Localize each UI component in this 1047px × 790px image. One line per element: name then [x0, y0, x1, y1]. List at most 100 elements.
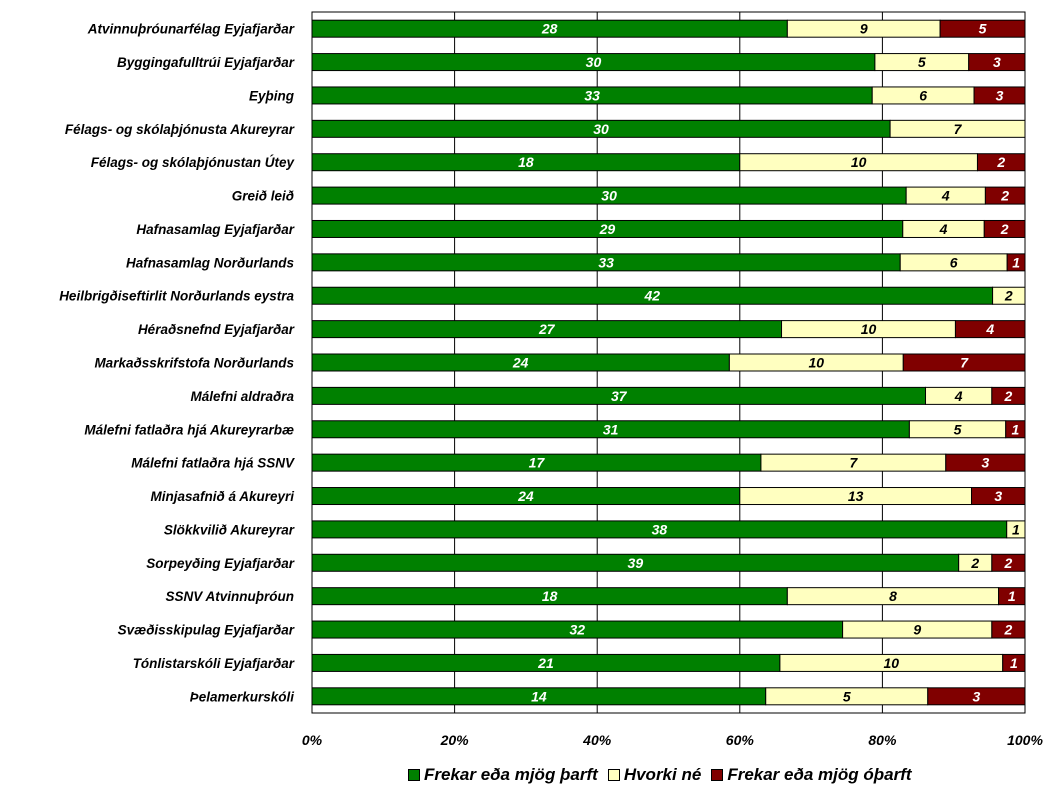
category-label: Héraðsnefnd Eyjafjarðar: [138, 322, 295, 337]
data-label: 5: [979, 21, 987, 37]
data-label: 1: [1010, 655, 1018, 671]
data-label: 4: [985, 321, 994, 337]
data-label: 37: [611, 388, 628, 404]
legend-item-1: Hvorki né: [607, 765, 701, 785]
category-label: Tónlistarskóli Eyjafjarðar: [133, 656, 295, 671]
category-label: Sorpeyðing Eyjafjarðar: [146, 556, 295, 571]
data-label: 5: [843, 688, 851, 704]
data-label: 4: [939, 221, 948, 237]
data-label: 2: [1004, 622, 1013, 638]
data-label: 2: [1000, 221, 1009, 237]
legend-label-2: Frekar eða mjög óþarft: [727, 765, 912, 784]
data-label: 31: [603, 421, 619, 437]
data-label: 17: [529, 455, 546, 471]
data-label: 3: [981, 455, 989, 471]
data-label: 39: [628, 555, 644, 571]
category-label: Slökkvilið Akureyrar: [164, 522, 295, 537]
category-label: Félags- og skólaþjónustan Útey: [91, 155, 296, 170]
data-label: 10: [884, 655, 900, 671]
category-label: Þelamerkurskóli: [190, 689, 295, 704]
category-label: Félags- og skólaþjónusta Akureyrar: [65, 122, 295, 137]
data-label: 27: [538, 321, 556, 337]
category-label: Byggingafulltrúi Eyjafjarðar: [117, 55, 295, 70]
data-label: 14: [531, 688, 547, 704]
data-label: 21: [537, 655, 554, 671]
legend-swatch-red: [711, 769, 724, 781]
data-label: 4: [954, 388, 963, 404]
data-label: 10: [809, 355, 825, 371]
data-label: 5: [918, 54, 926, 70]
data-label: 2: [970, 555, 979, 571]
data-label: 2: [1004, 288, 1013, 304]
data-label: 5: [954, 421, 962, 437]
data-label: 4: [941, 188, 950, 204]
chart-svg: 28 9 530 5 333 6 330 718 10 230 4 229 4 233 6 142 227 10 4…: [59, 11, 1044, 748]
category-label: Heilbrigðiseftirlit Norðurlands eystra: [59, 289, 294, 304]
data-label: 8: [889, 588, 897, 604]
x-tick-label: 20%: [440, 732, 470, 748]
legend-swatch-green: [408, 769, 420, 781]
x-tick-label: 40%: [582, 732, 612, 748]
category-label: SSNV Atvinnuþróun: [166, 589, 295, 604]
bars-group: 28 9 530 5 333 6 330 718 10 230 4 229 4 233 6 142 227 10 4…: [311, 19, 1026, 706]
data-label: 2: [996, 154, 1005, 170]
x-tick-labels: 0% 20% 40% 60% 80% 100%: [302, 732, 1044, 748]
data-label: 24: [517, 488, 534, 504]
data-label: 2: [1000, 188, 1009, 204]
data-label: 6: [919, 87, 927, 103]
data-label: 29: [599, 221, 616, 237]
legend-label-0: Frekar eða mjög þarft: [424, 765, 598, 784]
category-label: Hafnasamlag Eyjafjarðar: [136, 222, 294, 237]
category-label: Svæðisskipulag Eyjafjarðar: [118, 623, 295, 638]
data-label: 2: [1004, 555, 1013, 571]
data-label: 7: [849, 455, 858, 471]
plot-area-frame: [311, 11, 1026, 714]
legend: Frekar eða mjög þarft Hvorki né Frekar e…: [408, 764, 922, 786]
data-label: 32: [570, 622, 586, 638]
data-label: 13: [848, 488, 864, 504]
data-label: 3: [972, 688, 980, 704]
legend-swatch-yellow: [607, 769, 620, 781]
x-tick-label: 0%: [302, 732, 323, 748]
data-label: 3: [993, 54, 1001, 70]
data-label: 18: [542, 588, 558, 604]
data-label: 3: [996, 87, 1004, 103]
data-label: 2: [1004, 388, 1013, 404]
category-label: Greið leið: [232, 189, 294, 204]
x-tick-label: 60%: [726, 732, 755, 748]
data-label: 18: [518, 154, 534, 170]
data-label: 9: [913, 622, 921, 638]
data-label: 9: [860, 21, 868, 37]
category-label: Hafnasamlag Norðurlands: [126, 255, 295, 270]
data-label: 33: [584, 87, 600, 103]
data-label: 10: [861, 321, 877, 337]
data-label: 30: [586, 54, 602, 70]
data-label: 33: [598, 254, 614, 270]
category-labels: Atvinnuþróunarfélag Eyjafjarðar Byggingaf…: [59, 22, 295, 705]
x-tick-label: 80%: [868, 732, 897, 748]
data-label: 10: [851, 154, 867, 170]
data-label: 24: [512, 355, 529, 371]
data-label: 1: [1012, 521, 1020, 537]
category-label: Markaðsskrifstofa Norðurlands: [94, 356, 294, 371]
category-label: Málefni fatlaðra hjá SSNV: [131, 456, 295, 471]
legend-item-0: Frekar eða mjög þarft: [408, 765, 598, 785]
data-label: 1: [1011, 421, 1019, 437]
category-label: Atvinnuþróunarfélag Eyjafjarðar: [87, 22, 295, 37]
data-label: 30: [601, 188, 617, 204]
data-label: 7: [960, 355, 969, 371]
data-label: 30: [593, 121, 609, 137]
data-label: 7: [954, 121, 963, 137]
data-label: 6: [950, 254, 958, 270]
category-label: Málefni fatlaðra hjá Akureyrarbæ: [84, 422, 294, 437]
category-label: Eyþing: [249, 88, 295, 103]
data-label: 1: [1008, 588, 1016, 604]
data-label: 28: [541, 21, 558, 37]
data-label: 3: [994, 488, 1002, 504]
data-label: 42: [644, 288, 661, 304]
data-label: 38: [652, 521, 668, 537]
legend-item-2: Frekar eða mjög óþarft: [711, 765, 912, 785]
data-label: 1: [1012, 254, 1020, 270]
category-label: Minjasafnið á Akureyri: [150, 489, 294, 504]
category-label: Málefni aldraðra: [190, 389, 294, 404]
